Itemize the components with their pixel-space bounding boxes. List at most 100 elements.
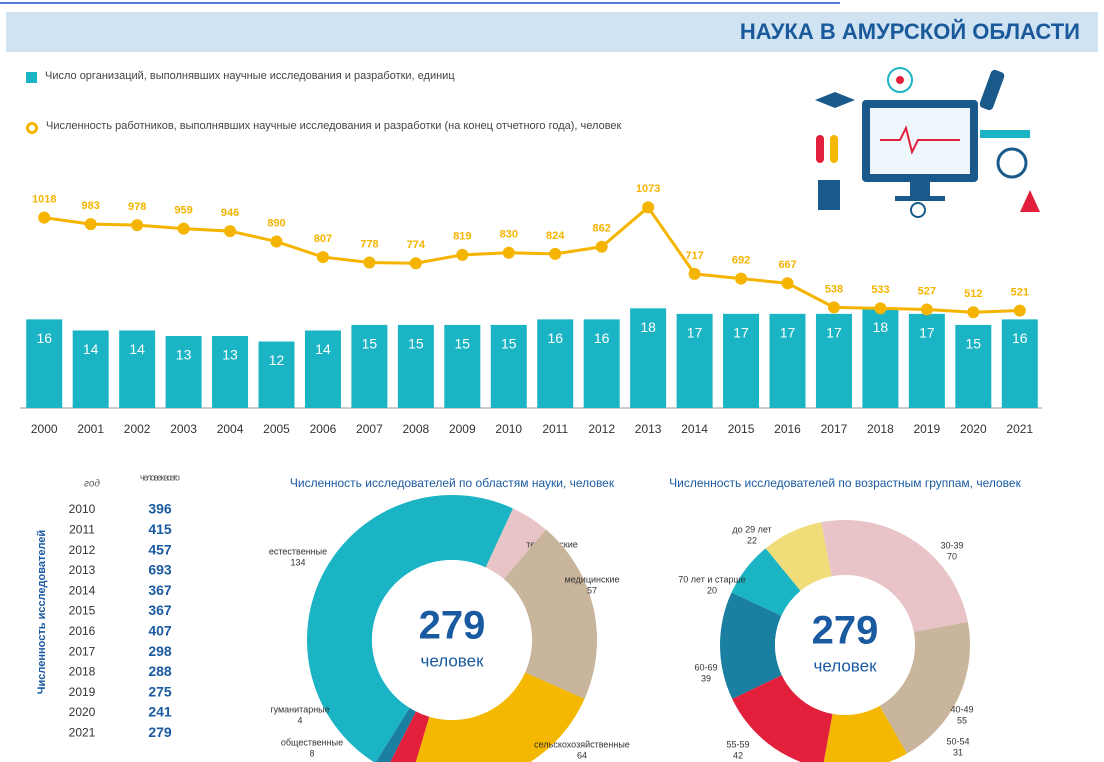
line-point	[920, 303, 933, 316]
slice-name: общественные	[281, 737, 343, 747]
slice-name: 50-54	[946, 736, 969, 746]
slice-value: 55	[957, 715, 967, 725]
bar-value-label: 12	[269, 352, 285, 368]
table-value: 275	[148, 683, 172, 699]
column-header: человек всего	[140, 472, 180, 482]
bar	[26, 319, 63, 408]
bar-value-label: 17	[826, 325, 842, 341]
slice-name: естественные	[269, 546, 327, 556]
x-tick-label: 2001	[77, 422, 104, 436]
bar-value-label: 16	[547, 330, 563, 346]
table-year: 2014	[69, 583, 96, 597]
bar	[165, 336, 202, 408]
pie-slice	[879, 621, 971, 754]
line-point	[688, 267, 701, 280]
line-value-label: 717	[685, 250, 703, 262]
table-value: 396	[148, 501, 172, 517]
line-value-label: 862	[593, 223, 611, 235]
bar	[304, 330, 341, 408]
line-point	[224, 225, 237, 238]
line-value-label: 512	[964, 288, 982, 300]
x-tick-label: 2011	[542, 422, 568, 436]
table-value: 407	[148, 623, 172, 639]
slice-name: сельскохозяйственные	[534, 739, 630, 749]
bar	[397, 324, 434, 408]
line-point	[316, 251, 329, 264]
x-tick-label: 2014	[681, 422, 708, 436]
pie-slice	[307, 495, 514, 762]
line-point	[38, 211, 51, 224]
table-title: Численность исследователей	[36, 530, 48, 694]
illustration	[815, 67, 1040, 218]
line-point	[967, 306, 980, 319]
bar-value-label: 15	[362, 336, 378, 352]
table-year: 2012	[69, 543, 96, 557]
bar-value-label: 16	[1012, 330, 1028, 346]
bar	[351, 324, 388, 408]
column-header: год	[84, 479, 100, 490]
bar-value-label: 14	[315, 341, 331, 357]
bar	[258, 341, 295, 408]
center-text: человек	[420, 651, 484, 670]
bar-value-label: 15	[455, 336, 471, 352]
header-title: НАУКА В АМУРСКОЙ ОБЛАСТИ	[740, 19, 1080, 44]
line-value-label: 983	[82, 200, 100, 212]
bar-value-label: 14	[83, 341, 99, 357]
legend-swatch	[26, 72, 37, 83]
table-value: 367	[148, 582, 172, 598]
bar-value-label: 16	[594, 330, 610, 346]
x-tick-label: 2016	[774, 422, 801, 436]
bar	[1001, 319, 1038, 408]
bar	[212, 336, 249, 408]
line	[44, 205, 1020, 314]
pie-slice	[485, 508, 546, 580]
x-tick-label: 2010	[495, 422, 522, 436]
slice-value: 22	[747, 535, 757, 545]
bar	[676, 313, 713, 408]
table-year: 2011	[69, 522, 95, 536]
x-tick-label: 2012	[588, 422, 615, 436]
slice-name: 40-49	[950, 704, 973, 714]
bar-value-label: 18	[873, 319, 889, 335]
bar	[955, 324, 992, 408]
legend-item: Число организаций, выполнявших научные и…	[26, 70, 666, 83]
line-value-label: 890	[267, 217, 285, 229]
line-value-label: 692	[732, 254, 750, 266]
slice-value: 134	[290, 557, 305, 567]
bar-value-label: 17	[687, 325, 703, 341]
bar-value-label: 15	[501, 336, 517, 352]
bar-value-label: 17	[919, 325, 935, 341]
x-tick-label: 2021	[1006, 422, 1033, 436]
bar-value-label: 17	[733, 325, 749, 341]
x-tick-label: 2018	[867, 422, 894, 436]
slice-name: гуманитарные	[270, 704, 329, 714]
bar	[769, 313, 806, 408]
line-value-label: 1073	[636, 183, 660, 195]
bar	[908, 313, 945, 408]
line-value-label: 527	[918, 285, 936, 297]
table-value: 693	[148, 562, 172, 578]
bar	[630, 308, 667, 408]
line-value-label: 667	[778, 259, 796, 271]
bar	[119, 330, 156, 408]
line-value-label: 946	[221, 207, 239, 219]
bar-value-label: 14	[129, 341, 145, 357]
line-point	[595, 240, 608, 253]
line-value-label: 824	[546, 230, 565, 242]
pie-slice	[765, 522, 832, 591]
bar	[815, 313, 852, 408]
x-tick-label: 2008	[403, 422, 430, 436]
line-value-label: 533	[871, 284, 889, 296]
line-value-label: 1018	[32, 194, 56, 206]
chart-title: Численность исследователей по возрастным…	[669, 476, 1021, 490]
line-value-label: 807	[314, 233, 332, 245]
line-point	[781, 277, 794, 290]
header-bar	[6, 12, 1098, 52]
pie-slice	[732, 675, 833, 762]
line-point	[270, 235, 283, 248]
bar-value-label: 17	[780, 325, 796, 341]
pie-slice	[731, 548, 801, 616]
line-point	[502, 246, 515, 259]
bar	[723, 313, 760, 408]
